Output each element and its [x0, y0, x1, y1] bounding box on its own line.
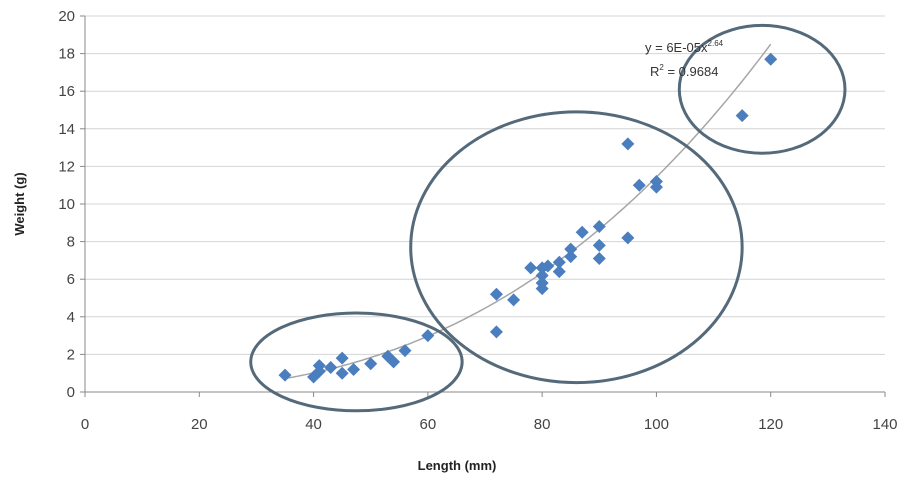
- data-point: [398, 344, 412, 358]
- data-point: [552, 255, 566, 269]
- trendline-equation: y = 6E-05x2.64: [645, 39, 724, 55]
- y-tick-labels: 0 2 4 6 8 10 12 14 16 18 20: [58, 8, 75, 401]
- x-tick-label: 0: [81, 416, 89, 433]
- data-point: [621, 231, 635, 245]
- data-point: [592, 238, 606, 252]
- x-tick-label: 40: [305, 416, 322, 433]
- annotation-ellipse: [249, 311, 464, 413]
- x-tick-label: 80: [534, 416, 551, 433]
- data-point: [621, 137, 635, 151]
- y-tick-label: 12: [58, 158, 75, 175]
- x-tick-label: 100: [644, 416, 669, 433]
- data-point: [632, 178, 646, 192]
- trendline: [284, 43, 772, 380]
- r2-exponent: 2: [659, 63, 664, 72]
- data-point: [489, 287, 503, 301]
- data-point: [764, 52, 778, 66]
- y-tick-label: 16: [58, 83, 75, 100]
- r-squared-label: R2 = 0.9684: [650, 63, 718, 79]
- data-point: [649, 180, 663, 194]
- data-point: [312, 359, 326, 373]
- data-point: [552, 265, 566, 279]
- data-point: [489, 325, 503, 339]
- data-point: [421, 329, 435, 343]
- y-axis-title: Weight (g): [12, 172, 27, 235]
- y-tick-label: 6: [67, 271, 75, 288]
- x-tick-labels: 0 20 40 60 80 100 120 140: [81, 416, 898, 433]
- data-point: [535, 282, 549, 296]
- y-tick-label: 20: [58, 8, 75, 25]
- data-point: [335, 366, 349, 380]
- data-point: [564, 250, 578, 264]
- gridlines: [85, 15, 885, 355]
- data-point: [735, 109, 749, 123]
- trendline-curve: [284, 43, 772, 380]
- y-tick-label: 2: [67, 346, 75, 363]
- data-point: [592, 252, 606, 266]
- data-point: [541, 259, 555, 273]
- x-tick-label: 120: [758, 416, 783, 433]
- annotation-ellipses: [249, 23, 847, 413]
- data-point: [507, 293, 521, 307]
- data-point: [347, 362, 361, 376]
- equation-exponent: 2.64: [708, 39, 724, 48]
- y-tick-label: 0: [67, 384, 75, 401]
- y-tick-label: 10: [58, 196, 75, 213]
- data-point: [575, 225, 589, 239]
- x-axis-title: Length (mm): [418, 458, 497, 473]
- data-point: [524, 261, 538, 275]
- data-point: [278, 368, 292, 382]
- data-point: [535, 268, 549, 282]
- data-points: [278, 52, 778, 384]
- data-point: [324, 361, 338, 375]
- x-tick-label: 20: [191, 416, 208, 433]
- annotation-ellipse: [409, 110, 744, 385]
- axes: [80, 15, 886, 397]
- y-tick-label: 8: [67, 234, 75, 251]
- annotation-ellipse: [677, 23, 847, 155]
- data-point: [592, 220, 606, 234]
- r2-base: R: [650, 64, 659, 79]
- data-point: [335, 351, 349, 365]
- data-point: [564, 242, 578, 256]
- data-point: [364, 357, 378, 371]
- y-tick-label: 18: [58, 46, 75, 63]
- r2-value: = 0.9684: [664, 64, 719, 79]
- y-tick-label: 14: [58, 121, 75, 138]
- x-tick-label: 60: [420, 416, 437, 433]
- equation-base: y = 6E-05x: [645, 40, 708, 55]
- data-point: [387, 355, 401, 369]
- y-tick-label: 4: [67, 309, 75, 326]
- x-tick-label: 140: [872, 416, 897, 433]
